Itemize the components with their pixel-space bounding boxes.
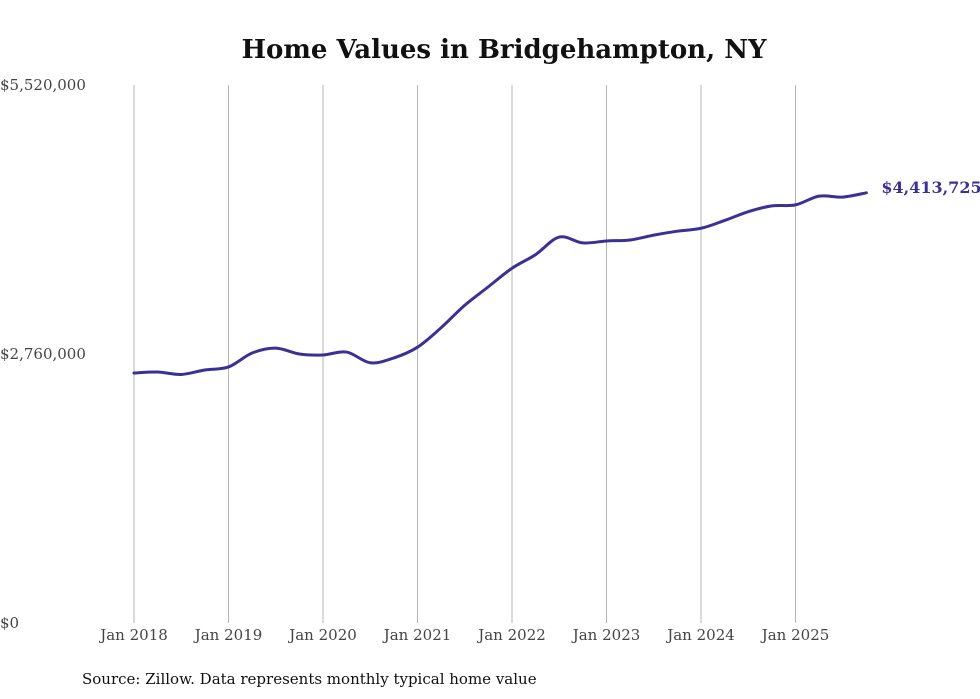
y-tick-label: $2,760,000 <box>0 345 86 363</box>
source-note: Source: Zillow. Data represents monthly … <box>82 670 537 688</box>
x-tick-label: Jan 2018 <box>98 626 168 644</box>
x-tick-label: Jan 2024 <box>665 626 735 644</box>
x-tick-label: Jan 2022 <box>476 626 546 644</box>
x-tick-label: Jan 2019 <box>193 626 263 644</box>
x-tick-label: Jan 2020 <box>287 626 357 644</box>
y-tick-label: $5,520,000 <box>0 76 86 94</box>
chart-title: Home Values in Bridgehampton, NY <box>241 35 767 65</box>
x-tick-label: Jan 2025 <box>760 626 830 644</box>
x-tick-label: Jan 2023 <box>571 626 641 644</box>
end-value-label: $4,413,725 <box>881 178 980 197</box>
y-tick-label: $0 <box>0 614 19 632</box>
series-line <box>132 191 868 376</box>
x-tick-label: Jan 2021 <box>382 626 452 644</box>
